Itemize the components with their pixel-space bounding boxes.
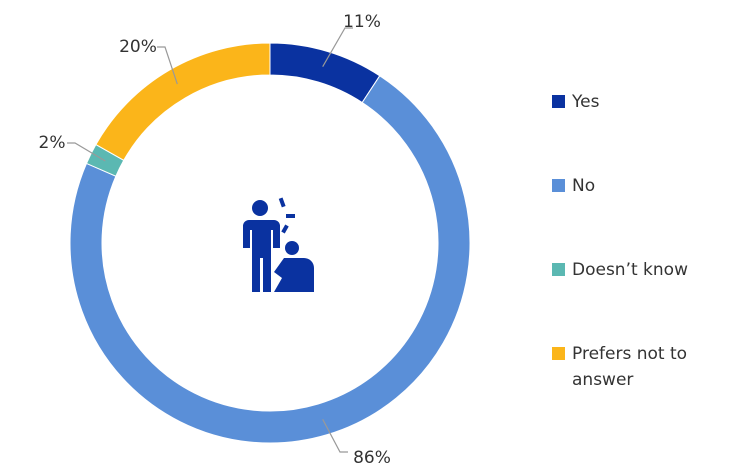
leader-line [157,46,178,85]
data-label: 86% [353,448,391,467]
data-label: 20% [119,37,157,57]
legend-item: No [552,173,722,199]
legend-swatch [552,179,565,192]
donut-slice [69,75,471,444]
leader-line [322,27,353,68]
legend-item: Prefers not to answer [552,341,722,393]
legend-label: Yes [572,92,600,112]
leader-line [322,419,348,453]
legend-label: Doesn’t know [572,260,688,280]
leader-line [67,142,106,162]
legend-swatch [552,95,565,108]
legend-item: Yes [552,89,722,115]
legend-swatch [552,347,565,360]
donut-chart: 11% 86% 2% 20% [39,12,471,467]
icon [243,197,314,292]
data-label: 2% [39,133,66,153]
data-label: 11% [343,12,381,32]
legend-item: Doesn’t know [552,257,722,283]
donut-slice [95,42,271,161]
donut-slice [269,42,381,104]
legend-label: Prefers not to answer [572,344,688,390]
legend-swatch [552,263,565,276]
legend-label: No [572,176,596,196]
